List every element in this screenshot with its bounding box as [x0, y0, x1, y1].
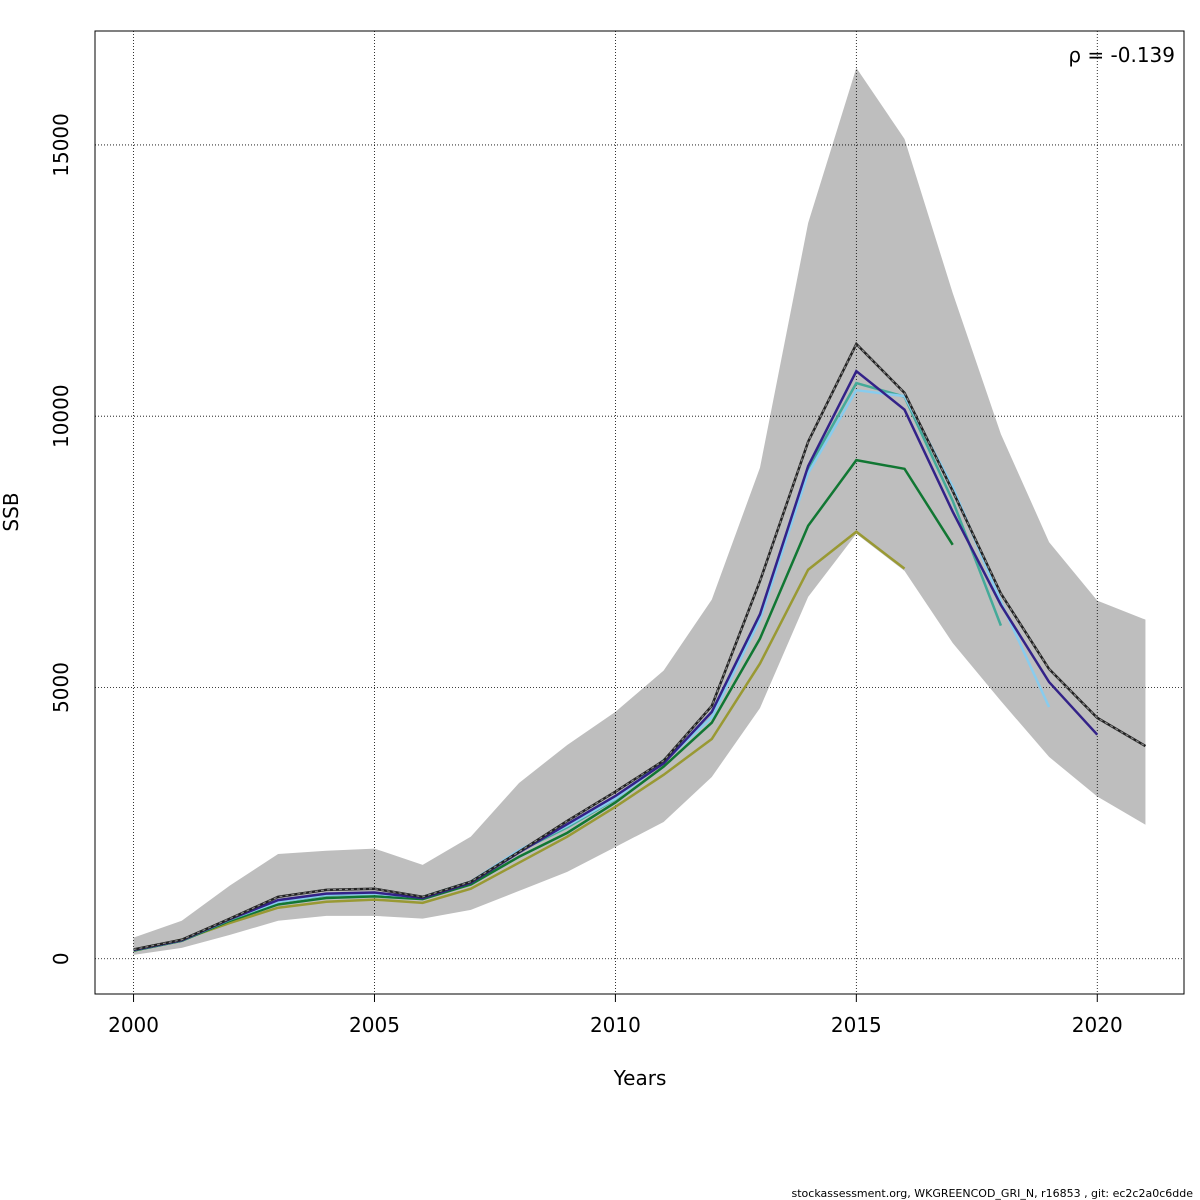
x-tick-label: 2015 [831, 1013, 882, 1037]
x-tick-label: 2005 [349, 1013, 400, 1037]
plot-frame [94, 30, 1185, 995]
y-tick-label: 5000 [49, 662, 73, 713]
rho-annotation: ρ = -0.139 [1068, 43, 1175, 67]
series-line-2021 [133, 341, 1147, 951]
y-axis-label: SSB [0, 492, 23, 531]
x-axis-label: Years [613, 1066, 667, 1090]
series-line-2017 [133, 458, 954, 952]
x-tick-label: 2010 [590, 1013, 641, 1037]
x-tick-label: 2020 [1072, 1013, 1123, 1037]
x-tick-label: 2000 [108, 1013, 159, 1037]
series-line-2019 [133, 388, 1051, 952]
series-line-2020 [133, 369, 1099, 952]
footer-text: stockassessment.org, WKGREENCOD_GRI_N, r… [792, 1187, 1194, 1200]
y-tick-label: 15000 [49, 113, 73, 177]
series-line-2016 [133, 530, 906, 952]
y-tick-label: 10000 [49, 384, 73, 448]
y-tick-label: 0 [49, 952, 73, 965]
confidence-band [133, 67, 1146, 955]
